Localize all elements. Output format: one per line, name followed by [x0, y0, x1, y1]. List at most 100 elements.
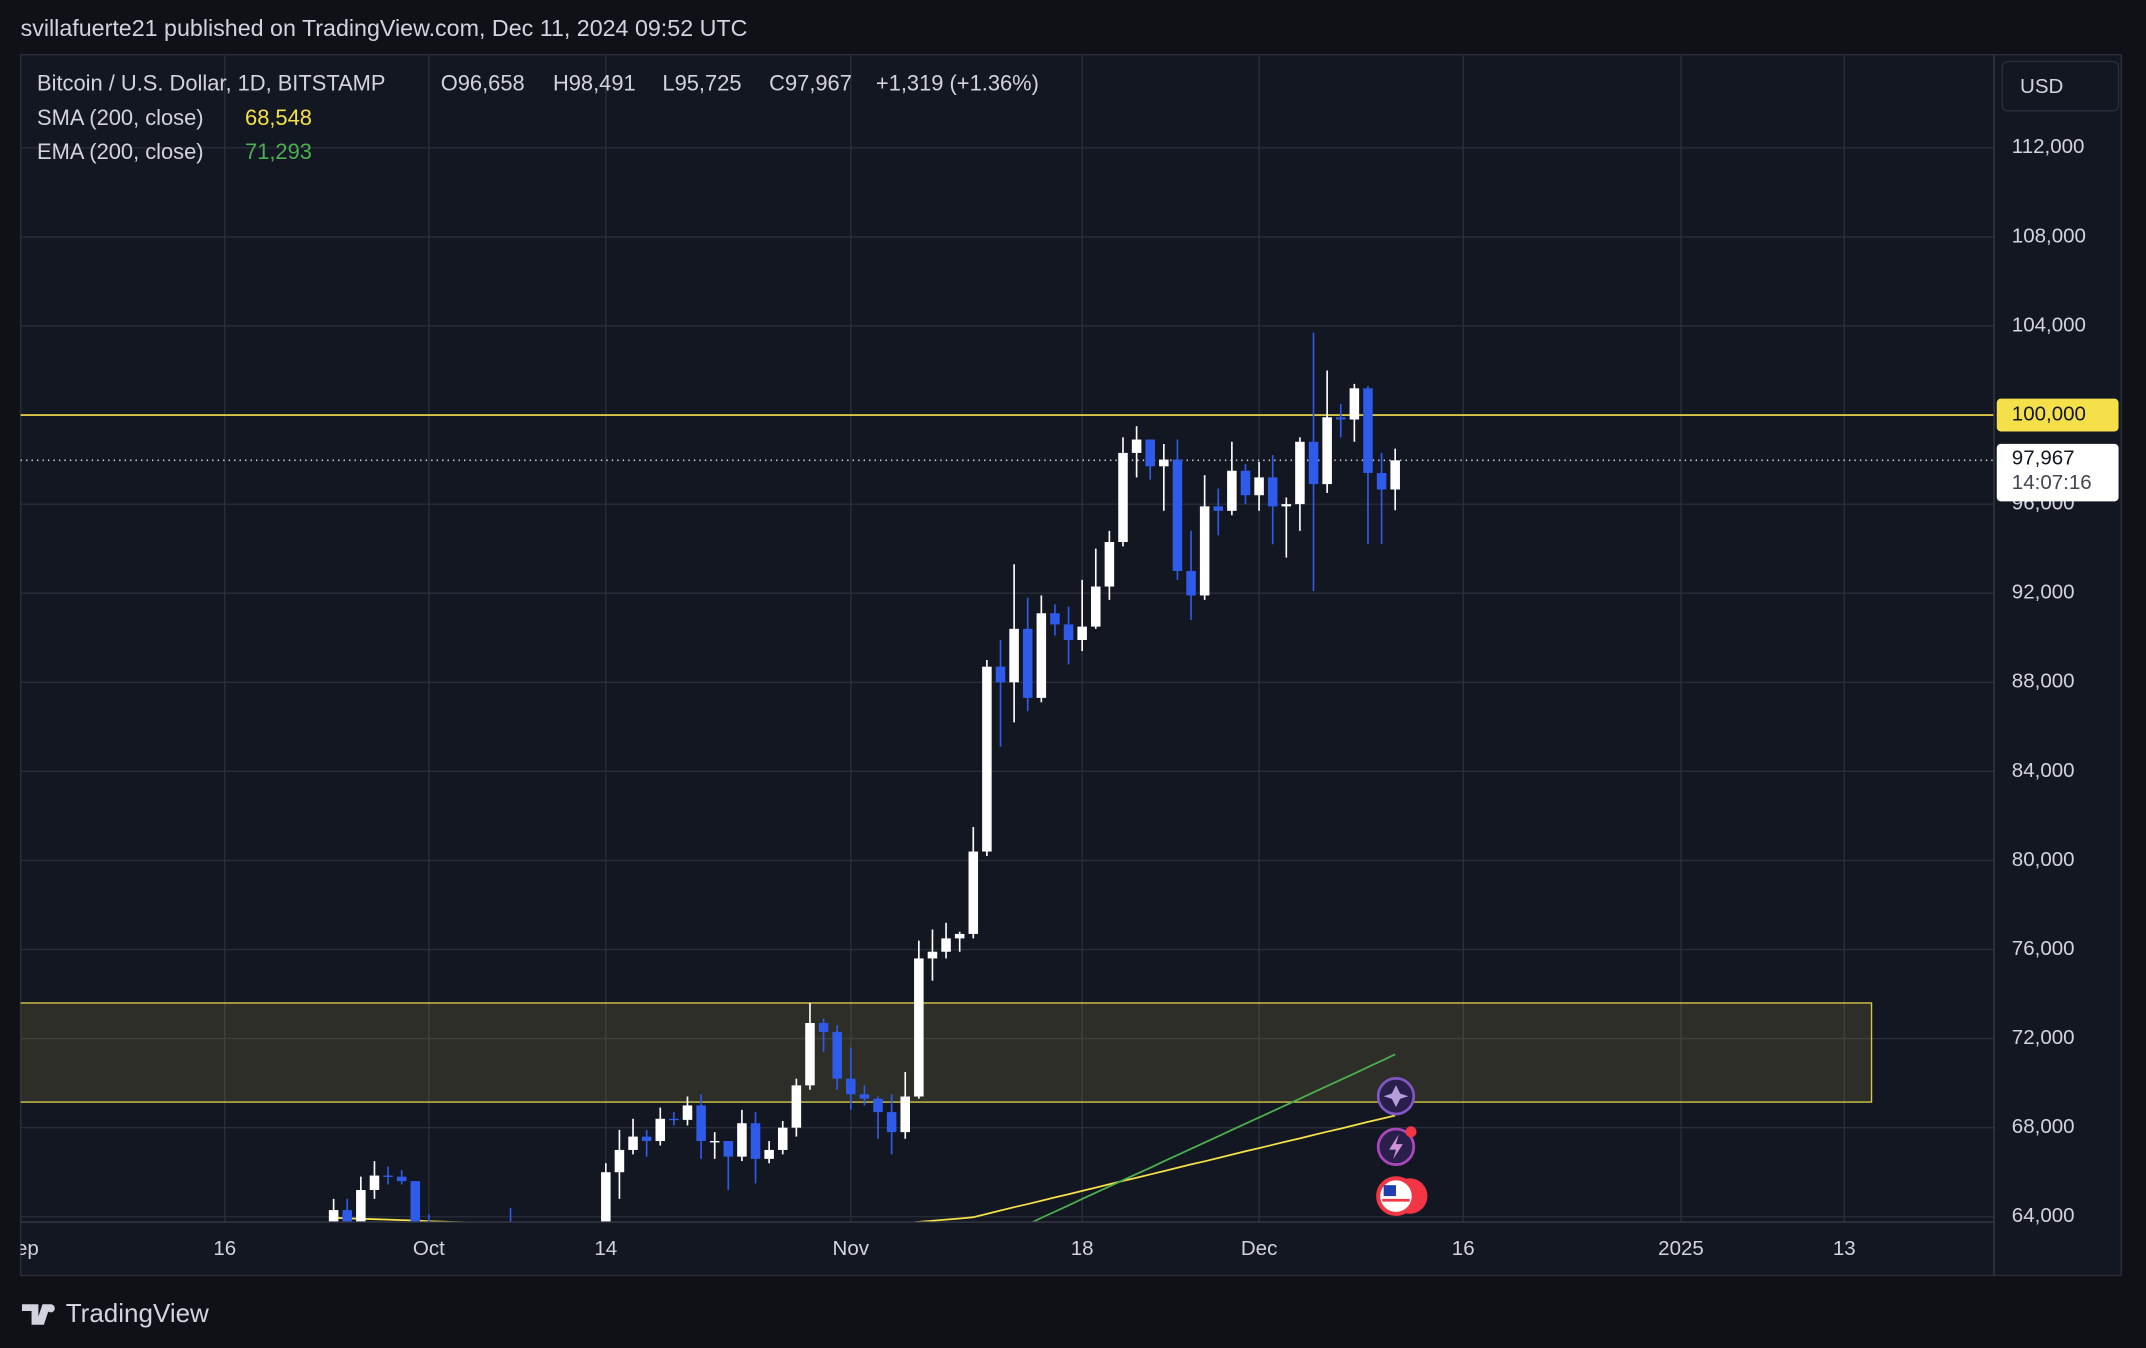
candle-body: [1349, 388, 1360, 420]
candle-body: [369, 1175, 380, 1191]
candle-body: [1240, 470, 1251, 496]
grid: [20, 54, 1995, 1223]
candle-body: [1131, 439, 1142, 453]
ohlc-low: L95,725: [662, 71, 741, 96]
last-price-box: [1996, 443, 2119, 502]
brand-logo: [21, 1304, 55, 1325]
x-tick-label: Nov: [833, 1237, 870, 1260]
y-tick-label: 68,000: [2012, 1115, 2075, 1138]
candle-body: [1376, 472, 1387, 490]
ohlc-close: C97,967: [769, 71, 852, 96]
candle-body: [1335, 417, 1346, 420]
ohlc-open: O96,658: [441, 71, 525, 96]
chart-title: Bitcoin / U.S. Dollar, 1D, BITSTAMP: [37, 71, 385, 96]
candle-body: [941, 938, 951, 952]
candle-body: [696, 1105, 706, 1142]
y-tick-label: 108,000: [2012, 224, 2086, 247]
candle-body: [995, 666, 1006, 683]
legend-entry: SMA (200, close): [37, 105, 204, 130]
candle-body: [954, 933, 965, 939]
candle-body: [968, 851, 979, 934]
candle-body: [1322, 417, 1332, 485]
candle-body: [1390, 460, 1400, 490]
candle-body: [614, 1149, 625, 1173]
candle-body: [641, 1136, 652, 1142]
currency: USD: [2020, 75, 2063, 98]
candle-body: [777, 1127, 788, 1150]
y-tick-label: 64,000: [2012, 1204, 2075, 1227]
candle-body: [383, 1175, 393, 1177]
level-price-label: 100,000: [2012, 402, 2086, 425]
y-tick-label: 84,000: [2012, 759, 2075, 782]
y-tick-label: 88,000: [2012, 670, 2075, 693]
candle-body: [873, 1098, 883, 1113]
logo-mark: [46, 1304, 55, 1313]
candle-body: [342, 1210, 353, 1223]
moving-average-line: [1030, 1053, 1396, 1223]
candle-body: [1159, 459, 1169, 467]
support-zone: [20, 1002, 1873, 1103]
icon-dot: [1405, 1126, 1417, 1138]
y-tick-label: 72,000: [2012, 1026, 2075, 1049]
candle-body: [1267, 477, 1278, 507]
candle-body: [832, 1031, 842, 1079]
moving-average-line: [333, 1114, 1396, 1223]
candle-body: [1254, 477, 1264, 496]
candle-body: [805, 1023, 815, 1086]
x-tick-label: 13: [1833, 1237, 1856, 1260]
icon-glyph: [1389, 1134, 1403, 1160]
candle-body: [1213, 506, 1224, 511]
icon-glyph: [1383, 1185, 1396, 1197]
candle-body: [669, 1118, 679, 1121]
candle-body: [1295, 441, 1305, 505]
candle-body: [927, 951, 938, 959]
icon-glyph: [1383, 1085, 1409, 1108]
candle-body: [682, 1105, 693, 1120]
event-icons: [1376, 1077, 1428, 1216]
brand: TradingView: [66, 1298, 209, 1328]
ohlc-change: +1,319 (+1.36%): [876, 71, 1039, 96]
candle-body: [1281, 504, 1292, 507]
candle-body: [601, 1172, 611, 1223]
candle-body: [1199, 506, 1210, 596]
x-tick-label: 16: [213, 1237, 236, 1260]
icon[interactable]: [1376, 1176, 1416, 1216]
x-tick-label: Sep: [2, 1237, 39, 1260]
y-tick-label: 104,000: [2012, 313, 2086, 336]
y-tick-label: 80,000: [2012, 848, 2075, 871]
logo-mark: [21, 1304, 51, 1325]
candle-body: [1009, 628, 1019, 683]
candle-body: [818, 1023, 829, 1032]
legend-value: 68,548: [245, 105, 312, 130]
plot-area: [20, 332, 1995, 1223]
candle-body: [1050, 613, 1060, 625]
candle-body: [859, 1094, 870, 1099]
y-tick-label: 76,000: [2012, 937, 2075, 960]
candle-body: [1227, 470, 1237, 511]
candle-body: [1063, 624, 1074, 640]
chart-panel: [19, 54, 2122, 1277]
x-tick-label: 2025: [1658, 1237, 1704, 1260]
candle-body: [410, 1181, 421, 1223]
candle-body: [328, 1210, 339, 1223]
publisher: svillafuerte21 published on TradingView.…: [21, 15, 748, 41]
candle-body: [356, 1190, 366, 1223]
currency-box[interactable]: [2001, 60, 2120, 112]
candle-body: [1308, 441, 1319, 485]
candle-body: [1077, 626, 1087, 640]
y-tick-label: 112,000: [2012, 135, 2085, 158]
candle-body: [628, 1136, 638, 1150]
legend-entry: EMA (200, close): [37, 139, 204, 164]
candle-body: [791, 1085, 802, 1128]
candle-body: [1172, 459, 1183, 571]
candle-body: [900, 1096, 911, 1133]
candle-body: [750, 1123, 761, 1159]
legend-value: 71,293: [245, 139, 312, 164]
x-tick-label: 14: [594, 1237, 617, 1260]
candle-body: [709, 1141, 720, 1143]
candle-body: [1118, 452, 1128, 542]
candle-body: [846, 1078, 856, 1095]
candle-body: [982, 666, 992, 852]
